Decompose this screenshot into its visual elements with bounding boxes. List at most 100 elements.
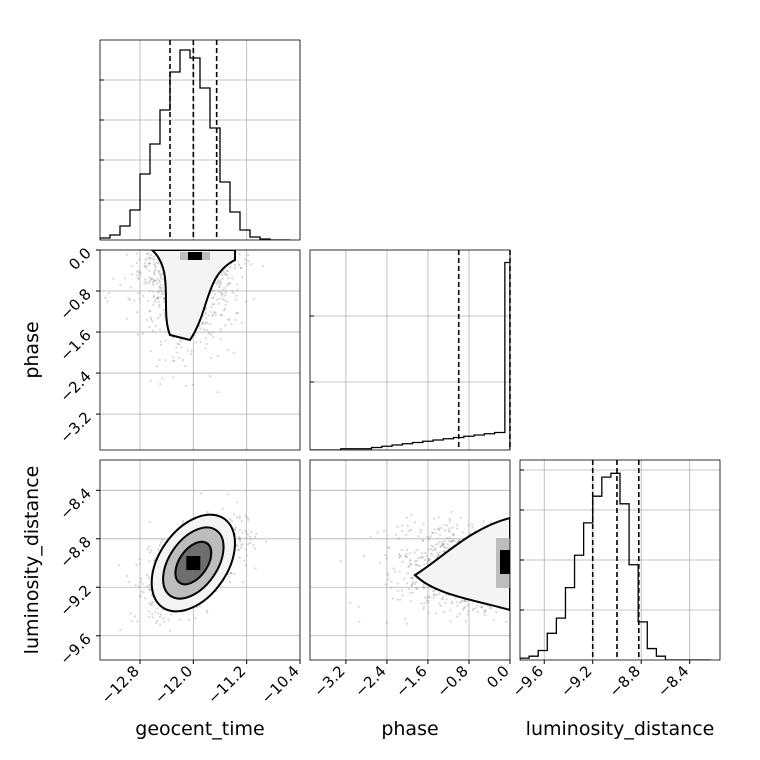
scatter-point bbox=[146, 585, 149, 588]
scatter-point bbox=[190, 350, 193, 353]
scatter-point bbox=[456, 604, 459, 607]
scatter-point bbox=[437, 553, 440, 557]
scatter-point bbox=[191, 383, 194, 387]
y-tick-label: −3.2 bbox=[56, 408, 94, 446]
scatter-point bbox=[161, 287, 164, 290]
scatter-point bbox=[228, 281, 231, 285]
scatter-point bbox=[246, 543, 250, 546]
scatter-point bbox=[218, 297, 221, 300]
scatter-point bbox=[427, 548, 430, 551]
scatter-point bbox=[139, 580, 142, 583]
scatter-point bbox=[443, 546, 446, 549]
scatter-point bbox=[448, 530, 451, 533]
scatter-point bbox=[413, 560, 416, 563]
x-axis-title: phase bbox=[381, 718, 438, 740]
scatter-point bbox=[358, 620, 361, 623]
scatter-point bbox=[440, 597, 444, 600]
x-tick-label: −8.4 bbox=[654, 662, 692, 700]
scatter-point bbox=[248, 541, 252, 544]
scatter-point bbox=[216, 280, 219, 283]
scatter-point bbox=[235, 294, 238, 297]
scatter-point bbox=[213, 289, 216, 292]
scatter-point bbox=[492, 619, 495, 622]
scatter-point bbox=[143, 265, 146, 268]
scatter-point bbox=[452, 533, 456, 537]
scatter-point bbox=[267, 551, 269, 553]
scatter-point bbox=[157, 291, 160, 294]
scatter-point bbox=[149, 309, 152, 313]
scatter-point bbox=[443, 524, 446, 527]
scatter-point bbox=[441, 543, 444, 546]
scatter-point bbox=[436, 542, 440, 546]
scatter-point bbox=[439, 534, 442, 537]
scatter-point bbox=[414, 582, 417, 586]
scatter-point bbox=[476, 610, 479, 614]
scatter-point bbox=[211, 313, 214, 317]
panel-frame bbox=[309, 459, 511, 661]
scatter-point bbox=[217, 285, 221, 289]
scatter-point bbox=[161, 278, 164, 281]
scatter-point bbox=[227, 576, 230, 579]
scatter-point bbox=[156, 290, 159, 293]
scatter-point bbox=[383, 529, 386, 532]
scatter-point bbox=[200, 322, 203, 326]
scatter-point bbox=[433, 593, 436, 596]
scatter-point bbox=[444, 593, 448, 597]
scatter-point bbox=[417, 564, 420, 567]
scatter-point bbox=[247, 254, 250, 257]
scatter-point bbox=[426, 596, 429, 599]
scatter-point bbox=[438, 592, 441, 595]
scatter-point bbox=[436, 555, 439, 559]
scatter-point bbox=[158, 303, 161, 307]
scatter-point bbox=[411, 591, 414, 595]
scatter-point bbox=[159, 314, 162, 317]
scatter-point bbox=[405, 549, 409, 552]
scatter-point bbox=[178, 356, 181, 359]
scatter-point bbox=[442, 595, 445, 598]
scatter-point bbox=[178, 618, 181, 621]
scatter-point bbox=[130, 264, 133, 268]
scatter-point bbox=[159, 383, 162, 386]
scatter-point bbox=[439, 604, 442, 607]
scatter-point bbox=[186, 349, 190, 352]
scatter-point bbox=[448, 520, 451, 523]
scatter-point bbox=[405, 622, 409, 625]
scatter-point bbox=[205, 317, 208, 320]
scatter-point bbox=[147, 610, 150, 613]
scatter-point bbox=[143, 282, 146, 285]
scatter-point bbox=[443, 529, 447, 532]
scatter-point bbox=[410, 563, 413, 566]
scatter-point bbox=[405, 555, 409, 559]
scatter-point bbox=[145, 259, 148, 262]
scatter-point bbox=[443, 601, 447, 605]
scatter-point bbox=[454, 597, 457, 600]
joint-panel-geocent_time-luminosity_distance bbox=[99, 459, 301, 661]
scatter-point bbox=[483, 613, 487, 617]
scatter-point bbox=[142, 294, 145, 298]
scatter-point bbox=[349, 601, 352, 604]
scatter-point bbox=[153, 272, 156, 275]
scatter-point bbox=[462, 607, 466, 610]
scatter-point bbox=[226, 284, 229, 287]
scatter-point bbox=[163, 297, 166, 300]
scatter-point bbox=[211, 302, 214, 306]
scatter-point bbox=[154, 298, 157, 301]
scatter-point bbox=[148, 520, 151, 523]
scatter-point bbox=[147, 299, 150, 302]
scatter-point bbox=[149, 349, 152, 353]
scatter-point bbox=[151, 329, 155, 332]
scatter-point bbox=[408, 587, 411, 591]
density-peak bbox=[188, 252, 202, 260]
scatter-point bbox=[238, 514, 241, 518]
scatter-point bbox=[214, 282, 217, 285]
scatter-point bbox=[422, 586, 426, 590]
scatter-point bbox=[137, 271, 140, 274]
scatter-point bbox=[223, 271, 226, 274]
scatter-point bbox=[416, 587, 419, 590]
scatter-point bbox=[218, 290, 222, 294]
scatter-point bbox=[226, 282, 230, 285]
scatter-point bbox=[162, 616, 165, 620]
scatter-point bbox=[149, 316, 153, 319]
panel-frame bbox=[309, 249, 511, 451]
